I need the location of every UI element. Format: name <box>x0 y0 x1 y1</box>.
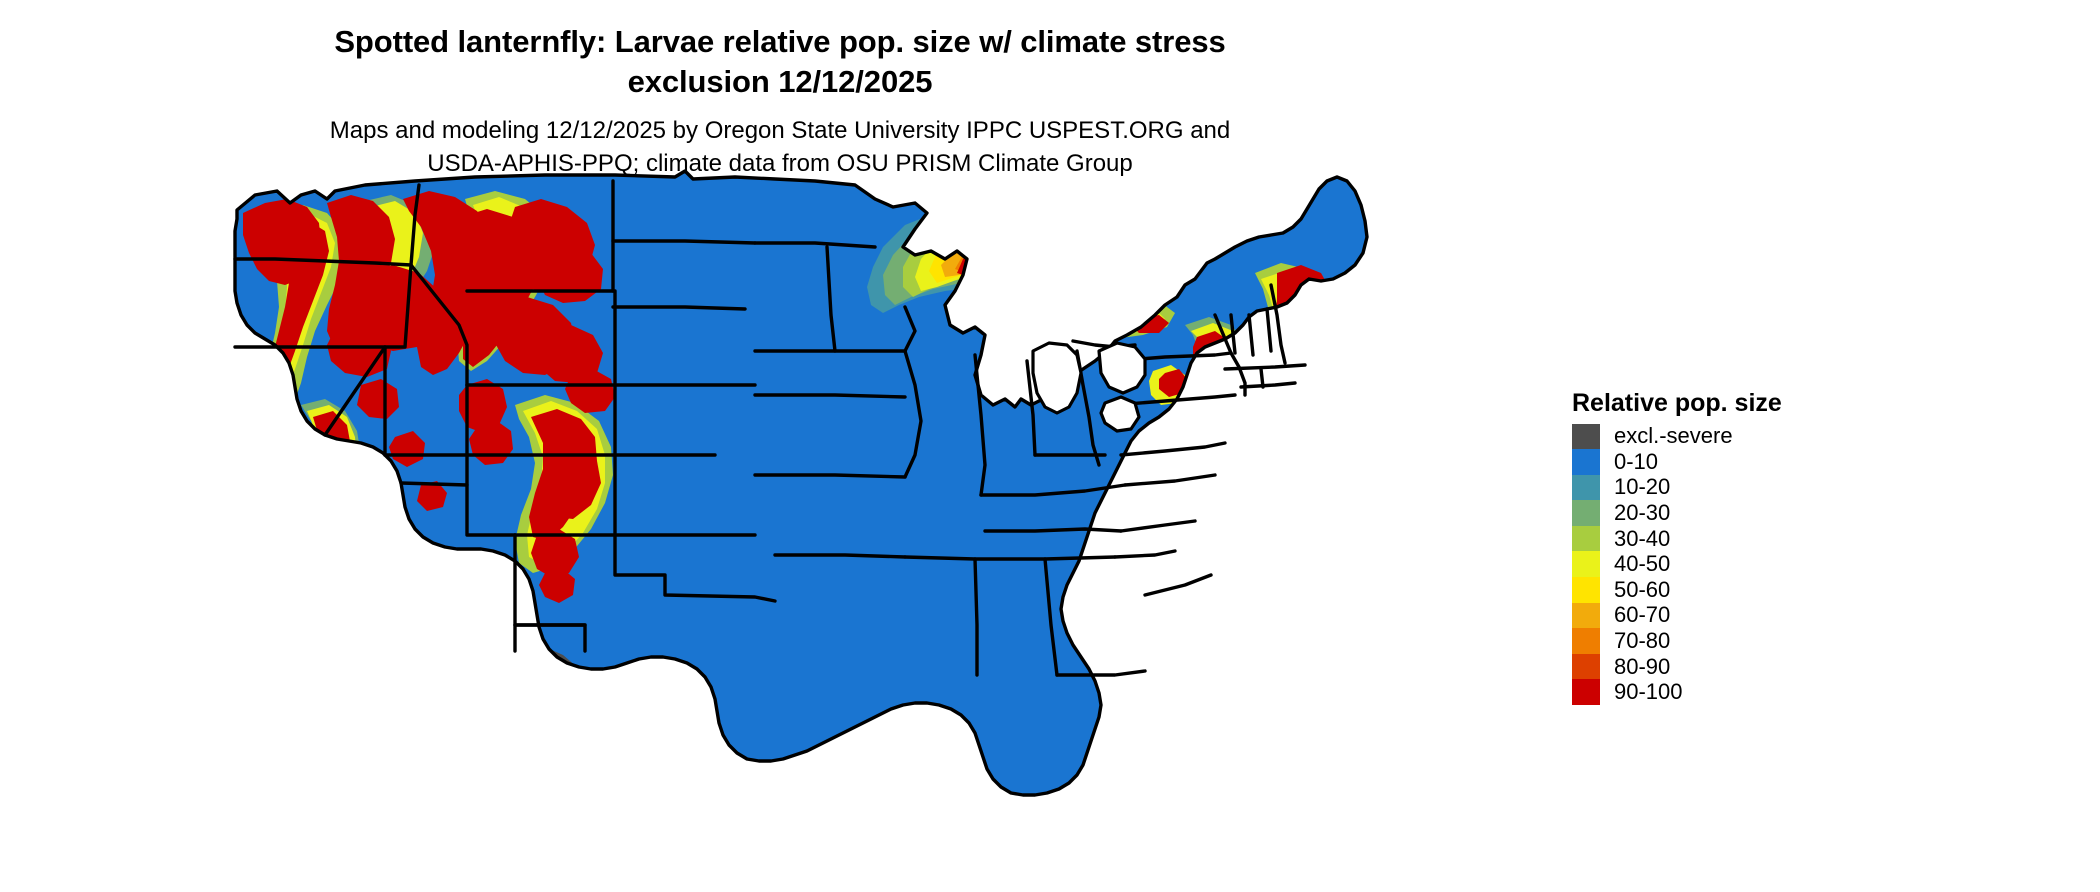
legend-label: 40-50 <box>1614 551 1671 577</box>
legend-color-swatch <box>1572 577 1600 603</box>
legend-label: 90-100 <box>1614 679 1683 705</box>
legend-row: 90-100 <box>1572 679 1902 706</box>
legend-label: 80-90 <box>1614 653 1671 679</box>
legend-color-swatch <box>1572 551 1600 578</box>
subtitle-line-2: USDA-APHIS-PPQ; climate data from OSU PR… <box>427 149 1133 177</box>
legend-label: 30-40 <box>1614 525 1671 551</box>
legend-color-swatch <box>1572 628 1600 654</box>
legend-row: 60-70 <box>1572 602 1902 629</box>
legend-row: 80-90 <box>1572 653 1902 680</box>
legend-color-swatch <box>1572 679 1600 706</box>
great-lakes <box>1031 341 1147 433</box>
legend-color-swatch <box>1572 449 1600 475</box>
legend-rows: excl.-severe 0-10 10-20 20-30 30-40 40-50 50-6… <box>1572 423 1902 706</box>
legend-row: 70-80 <box>1572 628 1902 654</box>
legend-color-swatch <box>1572 525 1600 552</box>
us-choropleth-map <box>233 169 1369 797</box>
legend-row: 30-40 <box>1572 525 1902 552</box>
legend-label: 0-10 <box>1614 448 1659 474</box>
legend-color-swatch <box>1572 423 1600 450</box>
legend-color-swatch <box>1572 500 1600 526</box>
legend-row: excl.-severe <box>1572 423 1902 450</box>
map-container <box>215 155 1525 885</box>
page-title: Spotted lanternfly: Larvae relative pop.… <box>0 0 1560 101</box>
map-legend: Relative pop. size excl.-severe 0-10 10-20… <box>1572 389 1902 706</box>
legend-row: 40-50 <box>1572 551 1902 578</box>
legend-row: 10-20 <box>1572 474 1902 501</box>
legend-title: Relative pop. size <box>1572 389 1782 417</box>
legend-color-swatch <box>1572 474 1600 501</box>
legend-color-swatch <box>1572 602 1600 629</box>
title-block: Spotted lanternfly: Larvae relative pop.… <box>0 0 1560 180</box>
legend-color-swatch <box>1572 653 1600 680</box>
legend-label: 50-60 <box>1614 576 1671 602</box>
legend-label: 70-80 <box>1614 628 1671 654</box>
title-line-2: exclusion 12/12/2025 <box>627 63 933 99</box>
legend-label: 60-70 <box>1614 602 1671 628</box>
figure-subtitle: Maps and modeling 12/12/2025 by Oregon S… <box>0 101 1560 179</box>
legend-row: 20-30 <box>1572 500 1902 526</box>
title-line-1: Spotted lanternfly: Larvae relative pop.… <box>334 24 1226 59</box>
legend-label: 10-20 <box>1614 474 1671 500</box>
legend-row: 0-10 <box>1572 449 1902 475</box>
state-boundaries <box>233 169 1369 797</box>
legend-label: 20-30 <box>1614 500 1671 526</box>
legend-row: 50-60 <box>1572 577 1902 603</box>
legend-label: excl.-severe <box>1614 423 1733 449</box>
subtitle-line-1: Maps and modeling 12/12/2025 by Oregon S… <box>329 117 1231 145</box>
